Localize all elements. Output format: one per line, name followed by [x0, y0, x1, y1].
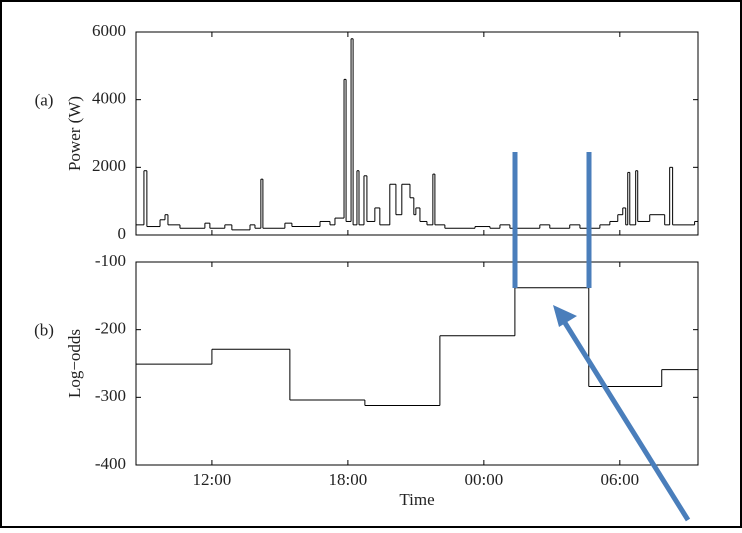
y-tick-label: 0: [118, 224, 127, 243]
x-tick-label: 18:00: [329, 470, 368, 489]
x-axis-label: Time: [399, 490, 434, 509]
arrow-head: [553, 305, 577, 327]
plot-frame: [135, 261, 699, 466]
panel-label: (a): [35, 90, 54, 109]
y-axis-label: Power (W): [65, 96, 84, 171]
plot-frame: [135, 31, 699, 236]
x-tick-label: 12:00: [193, 470, 232, 489]
arrow-shaft: [559, 316, 691, 522]
y-tick-label: 6000: [92, 21, 126, 40]
x-tick-label: 06:00: [600, 470, 639, 489]
y-tick-label: 4000: [92, 89, 126, 108]
y-tick-label: 2000: [92, 156, 126, 175]
y-tick-label: -300: [95, 386, 126, 405]
x-tick-label: 00:00: [464, 470, 503, 489]
y-tick-label: -100: [95, 251, 126, 270]
panel-label: (b): [34, 320, 54, 339]
y-tick-label: -200: [95, 319, 126, 338]
y-tick-label: -400: [95, 454, 126, 473]
y-axis-label: Log−odds: [65, 329, 84, 398]
